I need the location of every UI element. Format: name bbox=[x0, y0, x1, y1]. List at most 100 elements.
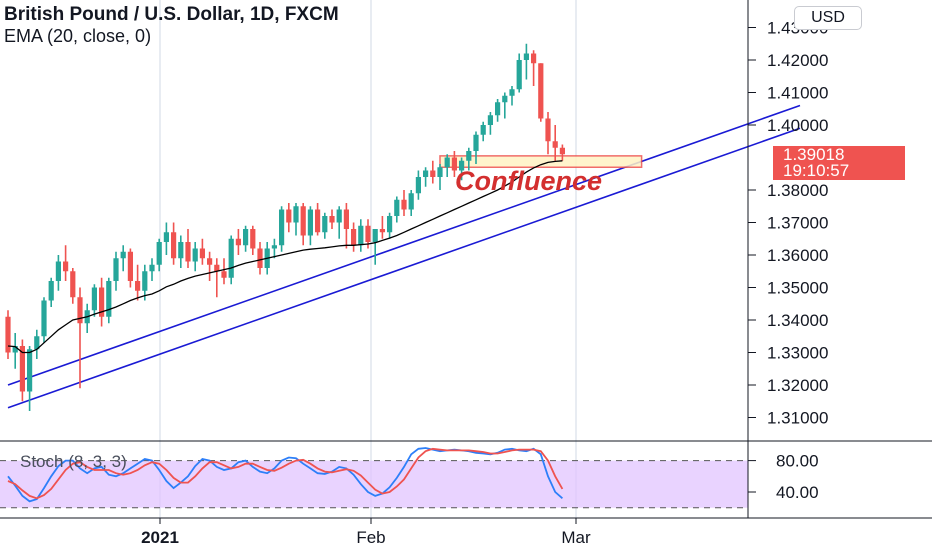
candle-body bbox=[19, 346, 25, 392]
candle-body bbox=[178, 242, 184, 259]
price-tick-label: 1.33000 bbox=[767, 344, 828, 363]
candle-body bbox=[70, 271, 76, 298]
candle-body bbox=[41, 300, 47, 337]
candle-body bbox=[559, 147, 565, 155]
candle-body bbox=[487, 115, 493, 125]
candle-body bbox=[293, 206, 299, 223]
candle-body bbox=[171, 232, 177, 259]
time-tick-label: Feb bbox=[356, 528, 385, 547]
price-tick-label: 1.35000 bbox=[767, 279, 828, 298]
ema-polyline bbox=[7, 160, 563, 354]
annotation-text: Confluence bbox=[455, 166, 602, 196]
candle-body bbox=[516, 60, 522, 90]
candle-body bbox=[401, 199, 407, 210]
candle-body bbox=[437, 167, 443, 177]
candle-body bbox=[545, 118, 551, 142]
candle-body bbox=[322, 216, 328, 233]
candle-body bbox=[379, 229, 385, 233]
candle-body bbox=[55, 261, 61, 281]
price-tick-label: 1.36000 bbox=[767, 246, 828, 265]
time-tick-label: Mar bbox=[561, 528, 591, 547]
candles bbox=[5, 43, 565, 411]
candle-body bbox=[523, 53, 529, 60]
candle-body bbox=[156, 242, 162, 265]
candle-body bbox=[5, 316, 11, 353]
candle-body bbox=[12, 346, 18, 353]
stoch-legend: Stoch (8, 3, 3) bbox=[20, 452, 127, 471]
candle-body bbox=[444, 157, 450, 168]
candle-body bbox=[307, 209, 313, 236]
price-tick-label: 1.31000 bbox=[767, 409, 828, 428]
candle-body bbox=[387, 216, 393, 233]
candle-body bbox=[509, 89, 515, 96]
candle-body bbox=[336, 209, 342, 223]
ema-line bbox=[7, 160, 563, 354]
candle-body bbox=[531, 53, 537, 64]
candle-body bbox=[473, 134, 479, 151]
candle-body bbox=[257, 248, 263, 268]
stoch-line-d bbox=[7, 447, 564, 500]
candle-body bbox=[502, 95, 508, 103]
candle-body bbox=[372, 229, 378, 242]
candle-body bbox=[185, 242, 191, 262]
candle-body bbox=[243, 229, 249, 246]
candle-body bbox=[271, 245, 277, 249]
trendline-0 bbox=[7, 104, 801, 386]
candle-body bbox=[27, 349, 33, 392]
candle-body bbox=[250, 229, 256, 249]
candle-body bbox=[149, 264, 155, 272]
candle-body bbox=[538, 63, 544, 119]
price-tick-label: 1.37000 bbox=[767, 214, 828, 233]
stoch-tick-label: 80.00 bbox=[776, 452, 819, 471]
candle-body bbox=[192, 248, 198, 262]
candle-body bbox=[127, 251, 133, 281]
price-tick-label: 1.34000 bbox=[767, 311, 828, 330]
candle-body bbox=[120, 251, 126, 259]
currency-button[interactable]: USD bbox=[794, 6, 862, 30]
candle-body bbox=[99, 287, 105, 317]
candle-body bbox=[77, 297, 83, 324]
stoch-lines bbox=[7, 447, 564, 503]
candle-body bbox=[106, 281, 112, 317]
price-tick-label: 1.32000 bbox=[767, 376, 828, 395]
bar-countdown: 19:10:57 bbox=[783, 161, 850, 180]
candle-body bbox=[552, 141, 558, 148]
candle-body bbox=[495, 102, 501, 116]
candle-body bbox=[365, 225, 371, 242]
candle-body bbox=[214, 264, 220, 272]
candle-body bbox=[459, 160, 465, 171]
support-zone bbox=[439, 155, 643, 168]
stoch-line-k bbox=[7, 447, 563, 503]
candle-body bbox=[358, 225, 364, 246]
candle-body bbox=[63, 261, 69, 272]
candle-body bbox=[300, 206, 306, 236]
current-price: 1.39018 bbox=[783, 145, 845, 164]
candle-body bbox=[351, 229, 357, 246]
candle-body bbox=[408, 193, 414, 210]
candle-body bbox=[163, 232, 169, 242]
candle-body bbox=[279, 209, 285, 246]
price-badge: 1.39018 19:10:57 bbox=[773, 146, 905, 180]
candle-body bbox=[235, 238, 241, 246]
candle-body bbox=[423, 170, 429, 177]
candle-body bbox=[286, 209, 292, 223]
candle-body bbox=[466, 151, 472, 161]
candle-body bbox=[34, 336, 40, 350]
stoch-band bbox=[0, 460, 748, 509]
trendline-1 bbox=[7, 127, 801, 409]
candle-body bbox=[91, 287, 97, 311]
candle-body bbox=[480, 125, 486, 135]
stoch-tick-label: 40.00 bbox=[776, 483, 819, 502]
price-tick-label: 1.41000 bbox=[767, 84, 828, 103]
candle-body bbox=[415, 177, 421, 194]
candle-body bbox=[228, 238, 234, 278]
candle-body bbox=[199, 248, 205, 259]
support-zone-rect bbox=[439, 155, 643, 168]
candle-body bbox=[329, 216, 335, 223]
candle-body bbox=[48, 281, 54, 301]
candle-body bbox=[343, 209, 349, 229]
candle-body bbox=[142, 271, 148, 291]
candle-body bbox=[451, 157, 457, 171]
